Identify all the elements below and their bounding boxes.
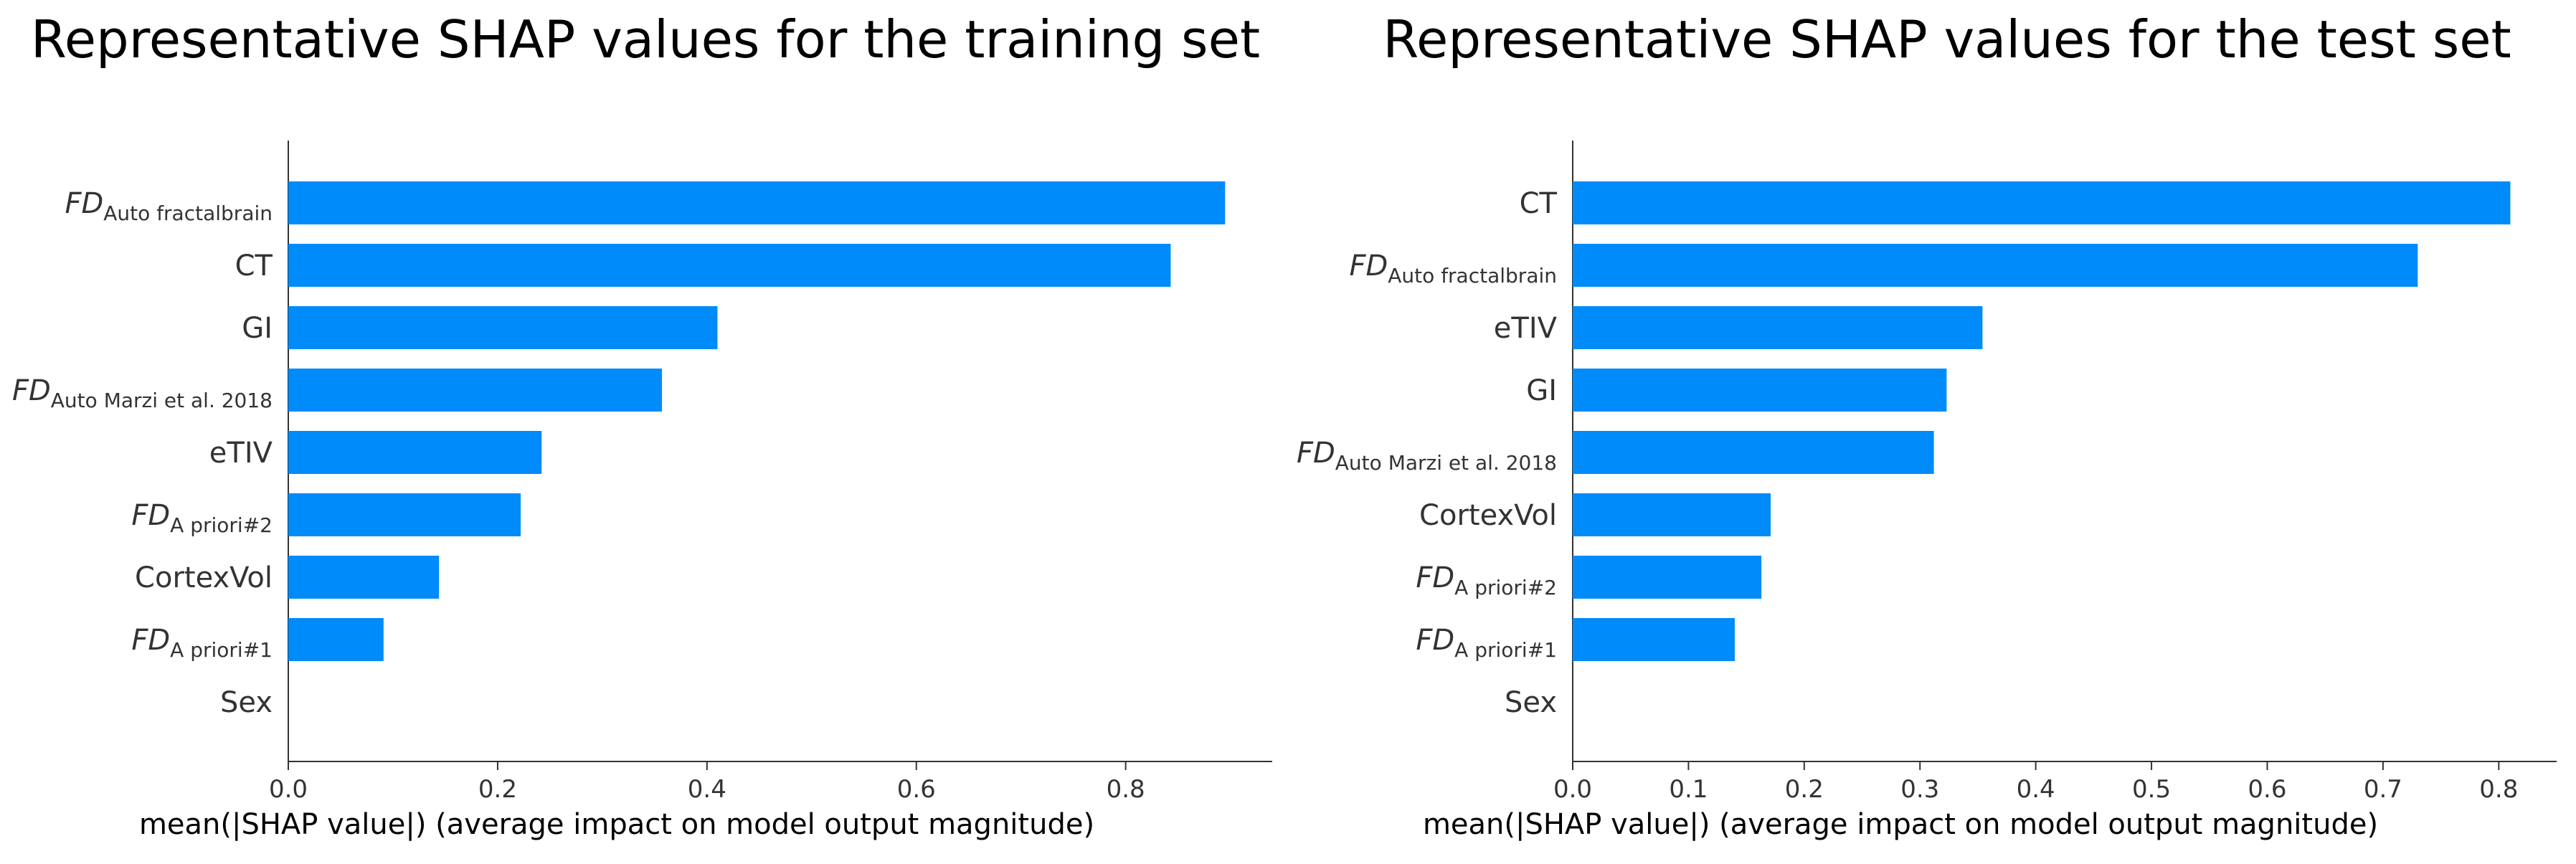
y-label-test-4: FDAuto Marzi et al. 2018 — [1297, 437, 1557, 475]
y-label-test-6: FDA priori#2 — [1416, 561, 1557, 599]
y-labels-training: FDAuto fractalbrain CT GI FDAuto Marzi et a… — [12, 187, 273, 719]
x-tick-label-training-0: 0.0 — [269, 775, 308, 804]
y-label-test-7: FDA priori#1 — [1416, 624, 1557, 662]
y-label-training-0: FDAuto fractalbrain — [65, 187, 273, 225]
x-tick-label-test-8: 0.8 — [2479, 775, 2518, 804]
y-label-test-8: Sex — [1505, 686, 1557, 719]
bar-test-7 — [1573, 618, 1735, 661]
x-tick-label-training-4: 0.8 — [1107, 775, 1145, 804]
x-tick-label-test-3: 0.3 — [1900, 775, 1939, 804]
chart-title-test: Representative SHAP values for the test … — [1383, 9, 2511, 70]
chart-training: Representative SHAP values for the train… — [12, 9, 1272, 841]
bar-test-5 — [1573, 493, 1771, 536]
x-tick-label-test-6: 0.6 — [2248, 775, 2286, 804]
bars-training — [288, 181, 1226, 661]
y-label-test-1: FDAuto fractalbrain — [1349, 250, 1557, 288]
y-label-test-0: CT — [1520, 187, 1558, 220]
bar-training-6 — [288, 556, 440, 599]
y-label-training-6: CortexVol — [135, 561, 273, 594]
x-tick-label-test-0: 0.0 — [1553, 775, 1592, 804]
x-axis-label-test: mean(|SHAP value|) (average impact on mo… — [1423, 808, 2378, 841]
chart-title-training: Representative SHAP values for the train… — [31, 9, 1260, 70]
y-label-training-4: eTIV — [209, 437, 273, 470]
x-axis-label-training: mean(|SHAP value|) (average impact on mo… — [139, 808, 1094, 841]
bar-test-6 — [1573, 556, 1762, 599]
x-tick-label-test-5: 0.5 — [2132, 775, 2171, 804]
y-labels-test: CT FDAuto fractalbrain eTIV GI FDAuto Marzi … — [1297, 187, 1558, 719]
y-label-test-2: eTIV — [1494, 312, 1558, 345]
bar-training-3 — [288, 369, 663, 412]
bar-test-0 — [1573, 181, 2511, 224]
bar-test-4 — [1573, 431, 1934, 474]
y-label-training-1: CT — [235, 250, 273, 283]
bar-test-2 — [1573, 306, 1983, 349]
x-ticks-training: 0.0 0.2 0.4 0.6 0.8 — [269, 761, 1145, 804]
x-tick-label-test-7: 0.7 — [2364, 775, 2402, 804]
x-tick-label-training-2: 0.4 — [688, 775, 726, 804]
bar-training-2 — [288, 306, 718, 349]
bar-test-3 — [1573, 369, 1947, 412]
x-ticks-test: 0.0 0.1 0.2 0.3 0.4 0.5 0.6 0.7 0.8 — [1553, 761, 2518, 804]
y-label-training-2: GI — [242, 312, 273, 345]
y-label-test-5: CortexVol — [1419, 499, 1557, 532]
x-tick-label-test-1: 0.1 — [1669, 775, 1708, 804]
bars-test — [1573, 181, 2511, 661]
x-tick-label-test-4: 0.4 — [2017, 775, 2055, 804]
y-label-training-7: FDA priori#1 — [131, 624, 273, 662]
y-label-training-3: FDAuto Marzi et al. 2018 — [12, 374, 273, 412]
bar-training-0 — [288, 181, 1226, 224]
bar-test-1 — [1573, 244, 2418, 287]
y-label-training-5: FDA priori#2 — [131, 499, 273, 537]
x-tick-label-training-3: 0.6 — [897, 775, 936, 804]
x-tick-label-test-2: 0.2 — [1785, 775, 1824, 804]
bar-training-1 — [288, 244, 1171, 287]
bar-training-7 — [288, 618, 384, 661]
bar-training-4 — [288, 431, 542, 474]
y-label-training-8: Sex — [220, 686, 273, 719]
chart-test: Representative SHAP values for the test … — [1297, 9, 2557, 841]
y-label-test-3: GI — [1526, 374, 1557, 407]
x-tick-label-training-1: 0.2 — [478, 775, 517, 804]
bar-training-5 — [288, 493, 521, 536]
